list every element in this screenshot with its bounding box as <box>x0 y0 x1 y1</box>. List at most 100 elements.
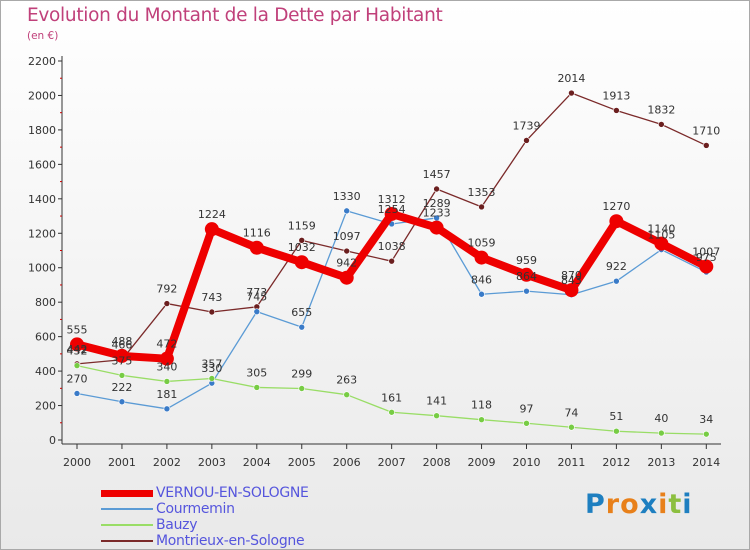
y-tick-label: 1000 <box>28 262 56 275</box>
data-label-courmemin: 655 <box>291 306 312 319</box>
x-tick-label: 2000 <box>63 456 91 469</box>
data-label-vernou-en-sologne: 1140 <box>647 223 675 236</box>
x-tick-label: 2012 <box>602 456 630 469</box>
data-point-courmemin <box>478 290 485 298</box>
data-point-montrieux-en-sologne <box>163 300 171 307</box>
data-label-courmemin: 846 <box>471 273 492 286</box>
data-point-montrieux-en-sologne <box>658 121 665 128</box>
y-tick-label: 1200 <box>28 227 56 240</box>
data-label-bauzy: 97 <box>520 402 534 415</box>
chart-axes: 0 200 400 600 800 1000 1200 1400 1600 1800 2000 220… <box>28 55 721 469</box>
y-tick-label: 0 <box>49 434 56 447</box>
data-label-courmemin: 922 <box>606 260 627 273</box>
data-point-montrieux-en-sologne <box>343 247 351 255</box>
data-label-courmemin: 1105 <box>647 229 675 242</box>
data-point-bauzy <box>118 372 126 379</box>
data-label-vernou-en-sologne: 1270 <box>602 200 630 213</box>
data-point-vernou-en-sologne <box>114 348 129 363</box>
data-label-vernou-en-sologne: 1116 <box>243 227 271 240</box>
proxiti-logo: Proxiti <box>585 489 693 520</box>
x-tick-label: 2007 <box>378 456 406 469</box>
data-label-vernou-en-sologne: 942 <box>336 257 357 270</box>
data-label-courmemin: 1254 <box>378 203 406 216</box>
data-point-courmemin <box>163 405 171 413</box>
data-point-courmemin <box>118 398 126 406</box>
x-tick-label: 2002 <box>153 456 181 469</box>
logo-letter: P <box>585 489 606 520</box>
data-point-vernou-en-sologne <box>474 250 489 265</box>
data-point-bauzy <box>163 378 171 385</box>
data-label-vernou-en-sologne: 1233 <box>423 207 451 220</box>
x-tick-label: 2009 <box>468 456 496 469</box>
chart-subtitle: (en €) <box>27 30 59 42</box>
data-label-montrieux-en-sologne: 1159 <box>288 219 316 232</box>
data-point-bauzy <box>478 416 485 423</box>
logo-letter: r <box>605 489 621 520</box>
data-label-montrieux-en-sologne: 1832 <box>647 103 675 116</box>
x-tick-label: 2013 <box>647 456 675 469</box>
data-label-vernou-en-sologne: 555 <box>67 323 88 336</box>
data-point-vernou-en-sologne <box>294 255 309 270</box>
legend-swatch-montrieux <box>101 540 153 542</box>
data-point-vernou-en-sologne <box>339 270 354 285</box>
x-tick-label: 2001 <box>108 456 136 469</box>
x-tick-label: 2004 <box>243 456 271 469</box>
data-label-bauzy: 357 <box>201 357 222 370</box>
data-label-bauzy: 305 <box>246 366 267 379</box>
data-label-courmemin: 745 <box>246 291 267 304</box>
y-tick-label: 400 <box>35 365 56 378</box>
data-point-bauzy <box>208 375 216 382</box>
y-tick-label: 1400 <box>28 193 56 206</box>
data-label-montrieux-en-sologne: 442 <box>67 343 88 356</box>
data-label-vernou-en-sologne: 1032 <box>288 241 316 254</box>
data-label-montrieux-en-sologne: 1913 <box>602 89 630 102</box>
data-point-montrieux-en-sologne <box>613 107 620 114</box>
data-point-bauzy <box>343 391 351 398</box>
data-label-vernou-en-sologne: 1059 <box>468 237 496 250</box>
data-point-montrieux-en-sologne <box>388 257 395 265</box>
data-label-montrieux-en-sologne: 743 <box>201 291 222 304</box>
chart-data-labels: 442 466 792 743 773 1159 1097 1038 1457 1353 1739 2… <box>67 72 721 426</box>
data-label-vernou-en-sologne: 870 <box>561 269 582 282</box>
data-point-bauzy <box>433 412 440 420</box>
logo-letter: o <box>620 489 640 520</box>
data-point-courmemin <box>298 323 306 331</box>
data-point-courmemin <box>613 277 620 285</box>
data-label-bauzy: 118 <box>471 399 492 412</box>
data-point-vernou-en-sologne <box>699 259 714 274</box>
legend-swatch-vernou <box>101 490 153 497</box>
data-label-bauzy: 34 <box>699 413 713 426</box>
data-point-bauzy <box>388 408 395 416</box>
data-label-courmemin: 330 <box>201 362 222 375</box>
data-point-montrieux-en-sologne <box>478 203 485 211</box>
x-tick-label: 2008 <box>423 456 451 469</box>
data-label-vernou-en-sologne: 1007 <box>692 246 720 259</box>
data-label-courmemin: 181 <box>156 388 177 401</box>
data-point-bauzy <box>523 419 530 427</box>
logo-letter: i <box>658 489 669 520</box>
data-label-montrieux-en-sologne: 2014 <box>557 72 585 85</box>
data-point-bauzy <box>73 362 81 369</box>
data-label-bauzy: 340 <box>156 360 177 373</box>
data-label-vernou-en-sologne: 472 <box>156 338 177 351</box>
legend-label-vernou: VERNOU-EN-SOLOGNE <box>156 485 309 501</box>
data-point-courmemin <box>253 308 261 315</box>
logo-letter: t <box>668 489 683 520</box>
data-label-bauzy: 51 <box>609 410 623 423</box>
data-point-bauzy <box>568 423 575 431</box>
legend-swatch-courmemin <box>101 508 153 510</box>
data-point-vernou-en-sologne <box>384 206 399 221</box>
data-label-montrieux-en-sologne: 1353 <box>468 186 496 199</box>
y-tick-label: 1600 <box>28 158 56 171</box>
data-label-courmemin: 222 <box>111 381 132 394</box>
data-point-montrieux-en-sologne <box>433 185 440 193</box>
data-point-montrieux-en-sologne <box>208 308 216 316</box>
data-label-vernou-en-sologne: 488 <box>111 335 132 348</box>
data-point-bauzy <box>298 385 306 392</box>
data-point-vernou-en-sologne <box>519 267 534 282</box>
y-tick-label: 800 <box>35 296 56 309</box>
data-label-courmemin: 1289 <box>423 197 451 210</box>
data-label-montrieux-en-sologne: 466 <box>111 339 132 352</box>
